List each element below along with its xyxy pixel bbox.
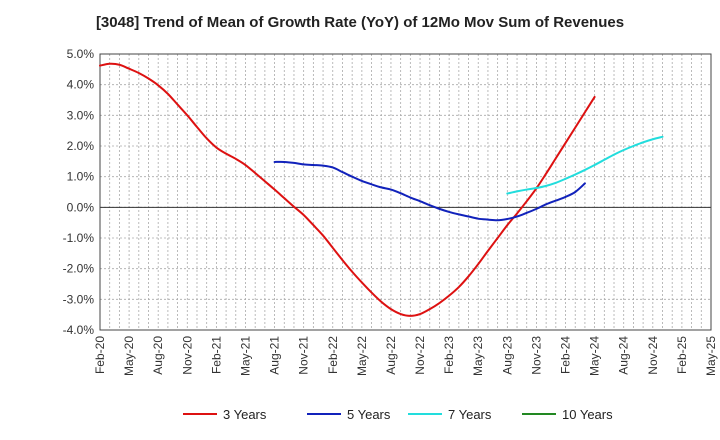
x-tick-label: Feb-20 bbox=[93, 336, 107, 374]
x-tick-label: Aug-24 bbox=[617, 336, 631, 375]
x-tick-label: May-24 bbox=[588, 336, 602, 376]
y-tick-label: -3.0% bbox=[63, 292, 95, 306]
x-tick-label: May-20 bbox=[122, 336, 136, 376]
x-tick-label: Feb-25 bbox=[675, 336, 689, 374]
series-layer bbox=[99, 62, 664, 317]
legend-label-7-years: 7 Years bbox=[448, 407, 492, 422]
x-tick-label: Feb-24 bbox=[559, 336, 573, 374]
y-tick-label: 0.0% bbox=[67, 200, 95, 214]
plot-frame bbox=[99, 53, 712, 331]
x-tick-label: May-21 bbox=[238, 336, 252, 376]
x-tick-label: Nov-20 bbox=[180, 336, 194, 375]
axis-layer: -4.0% -3.0% -2.0% -1.0% 0.0% 1.0% 2.0% 3.0% 4.0%… bbox=[63, 47, 718, 376]
x-tick-label: Nov-21 bbox=[297, 336, 311, 375]
y-tick-label: 2.0% bbox=[67, 139, 95, 153]
legend-layer: 3 Years 5 Years 7 Years 10 Years bbox=[183, 407, 613, 422]
x-tick-label: Feb-23 bbox=[442, 336, 456, 374]
x-tick-label: Aug-20 bbox=[151, 336, 165, 375]
x-tick-label: Aug-21 bbox=[268, 336, 282, 375]
series-line-3-years bbox=[99, 62, 596, 317]
series-line-5-years bbox=[273, 160, 586, 222]
y-tick-label: 5.0% bbox=[67, 47, 95, 61]
x-tick-label: Aug-22 bbox=[384, 336, 398, 375]
x-tick-label: May-23 bbox=[471, 336, 485, 376]
legend-label-10-years: 10 Years bbox=[562, 407, 613, 422]
y-tick-label: 4.0% bbox=[67, 78, 95, 92]
chart-title: [3048] Trend of Mean of Growth Rate (YoY… bbox=[95, 14, 625, 31]
x-tick-label: May-22 bbox=[355, 336, 369, 376]
y-tick-label: 3.0% bbox=[67, 108, 95, 122]
grid-layer bbox=[100, 54, 711, 330]
legend-label-5-years: 5 Years bbox=[347, 407, 391, 422]
x-tick-label: Nov-24 bbox=[646, 336, 660, 375]
x-tick-label: Nov-23 bbox=[529, 336, 543, 375]
x-tick-label: May-25 bbox=[704, 336, 718, 376]
x-tick-label: Aug-23 bbox=[500, 336, 514, 375]
x-tick-label: Feb-22 bbox=[326, 336, 340, 374]
series-line-7-years bbox=[506, 135, 664, 195]
y-tick-label: 1.0% bbox=[67, 170, 95, 184]
x-tick-label: Feb-21 bbox=[209, 336, 223, 374]
legend-label-3-years: 3 Years bbox=[223, 407, 267, 422]
y-tick-label: -4.0% bbox=[63, 323, 95, 337]
y-tick-label: -1.0% bbox=[63, 231, 95, 245]
plot-background bbox=[100, 54, 711, 330]
x-tick-label: Nov-22 bbox=[413, 336, 427, 375]
y-tick-label: -2.0% bbox=[63, 262, 95, 276]
